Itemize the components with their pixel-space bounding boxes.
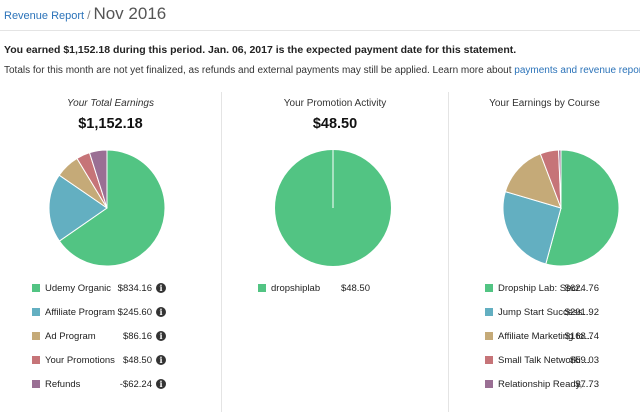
breadcrumb-revenue-report-link[interactable]: Revenue Report bbox=[4, 10, 85, 22]
legend-item-refunds: Refunds -$62.24 bbox=[32, 377, 168, 391]
breadcrumb-separator: / bbox=[87, 8, 91, 22]
total-earnings-panel: Your Total Earnings $1,152.18 Udemy Orga… bbox=[0, 92, 221, 412]
legend-value: $86.16 bbox=[122, 330, 152, 342]
column-divider bbox=[448, 92, 449, 412]
earnings-summary: You earned $1,152.18 during this period.… bbox=[4, 44, 517, 56]
legend-swatch bbox=[32, 308, 40, 316]
info-icon[interactable]: i bbox=[156, 331, 166, 341]
panel-title: Your Total Earnings bbox=[67, 98, 154, 109]
legend-swatch bbox=[32, 284, 40, 292]
legend-swatch bbox=[485, 308, 493, 316]
legend-swatch bbox=[258, 284, 266, 292]
legend-swatch bbox=[485, 380, 493, 388]
legend-item-small-talk-networking: Small Talk Networking:... $59.03 bbox=[485, 353, 615, 367]
legend-item-dropship-lab-secret: Dropship Lab: Secret ... $624.76 bbox=[485, 281, 615, 295]
legend-swatch bbox=[485, 356, 493, 364]
pie-slice-refunds bbox=[88, 149, 108, 209]
pie-slice-affiliate-program bbox=[48, 174, 108, 242]
legend-item-relationship-ready-mee: Relationship Ready, Mee...$7.73 bbox=[485, 377, 615, 391]
total-earnings-pie-chart bbox=[48, 149, 166, 267]
legend-label: Your Promotions bbox=[45, 354, 115, 366]
pie-slice-relationship-ready-mee bbox=[558, 149, 562, 209]
legend-value: $48.50 bbox=[340, 282, 370, 294]
legend-swatch bbox=[32, 380, 40, 388]
finalization-note: Totals for this month are not yet finali… bbox=[4, 65, 640, 76]
legend-swatch bbox=[485, 332, 493, 340]
legend-item-affiliate-program: Affiliate Program $245.60 bbox=[32, 305, 168, 319]
panel-title: Your Earnings by Course bbox=[489, 98, 600, 109]
payments-revenue-reports-link[interactable]: payments and revenue reports bbox=[514, 65, 640, 76]
page-title: Nov 2016 bbox=[93, 4, 167, 23]
note-text: Totals for this month are not yet finali… bbox=[4, 65, 515, 76]
pie-slice-dropship-lab-secret bbox=[545, 149, 620, 267]
total-earnings-amount: $1,152.18 bbox=[78, 116, 143, 132]
legend-item-ad-program: Ad Program $86.16 bbox=[32, 329, 168, 343]
column-divider bbox=[221, 92, 222, 412]
pie-slice-udemy-organic bbox=[58, 149, 166, 267]
legend-value: $624.76 bbox=[564, 282, 599, 294]
legend-item-your-promotions: Your Promotions $48.50 bbox=[32, 353, 168, 367]
legend-swatch bbox=[32, 332, 40, 340]
promotion-activity-amount: $48.50 bbox=[312, 116, 358, 132]
info-icon[interactable]: i bbox=[156, 355, 166, 365]
legend-value: $168.74 bbox=[564, 330, 599, 342]
pie-slice-jump-start-success bbox=[502, 190, 562, 265]
legend-value: $291.92 bbox=[564, 306, 599, 318]
legend-item-dropshiplab: dropshiplab $48.50 bbox=[258, 281, 386, 295]
header-divider bbox=[0, 30, 640, 31]
breadcrumb: Revenue Report / Nov 2016 bbox=[4, 4, 166, 26]
legend-swatch bbox=[485, 284, 493, 292]
promotion-activity-panel: Your Promotion Activity $48.50 dropshipl… bbox=[222, 92, 448, 412]
legend-value: -$62.24 bbox=[119, 378, 152, 390]
legend-swatch bbox=[32, 356, 40, 364]
legend-item-affiliate-marketing-for: Affiliate Marketing for... $168.74 bbox=[485, 329, 615, 343]
legend-item-jump-start-success: Jump Start Success – ... $291.92 bbox=[485, 305, 615, 319]
legend-item-udemy-organic: Udemy Organic $834.16 bbox=[32, 281, 168, 295]
legend-value: $48.50 bbox=[122, 354, 152, 366]
pie-slice-affiliate-marketing-for bbox=[504, 153, 562, 209]
promotion-activity-pie-chart bbox=[275, 150, 391, 266]
info-icon[interactable]: i bbox=[156, 283, 166, 293]
info-icon[interactable]: i bbox=[156, 379, 166, 389]
earnings-by-course-pie-chart bbox=[502, 149, 620, 267]
earnings-by-course-panel: Your Earnings by Course Dropship Lab: Se… bbox=[449, 92, 640, 412]
panel-title: Your Promotion Activity bbox=[283, 98, 387, 109]
legend-value: $59.03 bbox=[569, 354, 599, 366]
legend-value: $834.16 bbox=[117, 282, 152, 294]
legend-label: Ad Program bbox=[45, 330, 96, 342]
legend-value: $245.60 bbox=[117, 306, 152, 318]
legend-value: $7.73 bbox=[575, 378, 599, 390]
info-icon[interactable]: i bbox=[156, 307, 166, 317]
